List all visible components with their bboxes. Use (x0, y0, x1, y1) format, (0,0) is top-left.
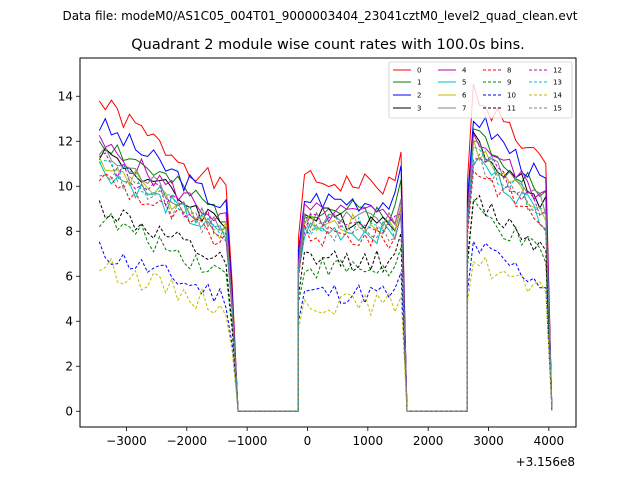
series-line-12 (99, 152, 553, 412)
legend-label-9: 9 (507, 79, 511, 87)
legend-label-2: 2 (417, 92, 421, 100)
legend-frame (388, 61, 573, 119)
series-line-11 (98, 194, 553, 412)
legend-label-11: 11 (507, 105, 516, 113)
legend-label-5: 5 (462, 79, 466, 87)
series-line-1 (98, 128, 553, 412)
y-tick-label: 8 (65, 224, 73, 238)
x-tick-label: −3000 (106, 434, 147, 448)
series-line-3 (98, 130, 553, 412)
y-tick-label: 12 (58, 134, 73, 148)
axes-frame (79, 57, 577, 428)
legend-label-4: 4 (462, 67, 467, 75)
series-line-4 (98, 133, 553, 412)
series-line-0 (98, 83, 553, 412)
legend-label-7: 7 (462, 105, 466, 113)
x-axis: −3000 −2000 −1000 0 1000 2000 3000 4000 (106, 427, 564, 448)
x-tick-label: 2000 (413, 434, 444, 448)
series-line-15 (99, 152, 553, 412)
legend-label-0: 0 (417, 67, 421, 75)
x-offset-label: +3.156e8 (516, 455, 575, 469)
chart-title: Quadrant 2 module wise count rates with … (131, 37, 525, 53)
series-lines (98, 83, 553, 412)
y-axis: 0 2 4 6 8 10 12 14 (58, 89, 80, 418)
x-tick-label: 3000 (473, 434, 504, 448)
y-tick-label: 4 (65, 314, 73, 328)
legend-label-8: 8 (507, 67, 511, 75)
y-tick-label: 6 (65, 269, 73, 283)
y-tick-label: 0 (65, 404, 73, 418)
series-line-9 (98, 198, 553, 412)
legend-label-13: 13 (553, 79, 562, 87)
series-line-13 (99, 146, 553, 412)
x-tick-label: 0 (304, 434, 312, 448)
legend-label-6: 6 (462, 92, 467, 100)
legend-label-12: 12 (553, 67, 562, 75)
series-line-6 (98, 139, 553, 412)
legend-label-14: 14 (553, 92, 562, 100)
y-tick-label: 2 (65, 359, 73, 373)
legend-label-10: 10 (507, 92, 516, 100)
x-tick-label: −1000 (227, 434, 268, 448)
series-line-10 (98, 239, 553, 412)
x-tick-label: 4000 (534, 434, 565, 448)
plot-area: −3000 −2000 −1000 0 1000 2000 3000 4000 0246810… (58, 57, 577, 469)
legend-label-1: 1 (417, 79, 421, 87)
legend-label-3: 3 (417, 105, 421, 113)
chart-suptitle: Data file: modeM0/AS1C05_004T01_90000034… (62, 9, 577, 23)
series-line-2 (98, 116, 553, 412)
x-tick-label: −2000 (167, 434, 208, 448)
x-tick-label: 1000 (353, 434, 384, 448)
series-line-5 (98, 157, 553, 412)
legend-label-15: 15 (553, 105, 562, 113)
y-tick-label: 10 (58, 179, 73, 193)
y-tick-label: 14 (58, 89, 73, 103)
series-line-14 (99, 255, 553, 412)
series-line-8 (98, 170, 553, 412)
